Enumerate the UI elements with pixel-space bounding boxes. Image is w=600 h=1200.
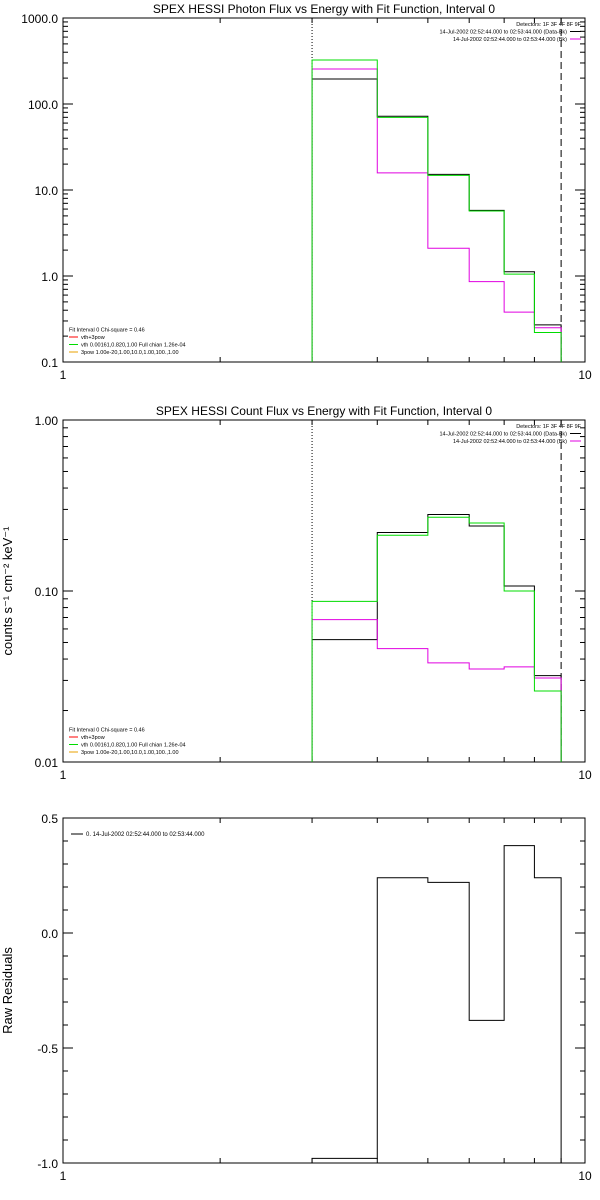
series-black-histogram — [311, 78, 562, 362]
x-tick-label: 10 — [578, 768, 592, 782]
legend-top-text: 14-Jul-2002 02:52:44.000 to 02:53:44.000… — [453, 37, 567, 43]
y-axis-label: counts s⁻¹ cm⁻² keV⁻¹ — [0, 526, 15, 656]
count-flux-panel: SPEX HESSI Count Flux vs Energy with Fit… — [0, 404, 592, 782]
y-axis-label: Raw Residuals — [0, 947, 15, 1034]
x-tick-label: 1 — [60, 368, 67, 382]
x-tick-label: 10 — [578, 1169, 592, 1183]
legend-top-text: Detectors: 1F 3F 4F 8F 9F — [516, 22, 581, 28]
y-tick-label: 10.0 — [35, 184, 59, 198]
chart-title: SPEX HESSI Photon Flux vs Energy with Fi… — [153, 2, 495, 16]
plot-frame — [62, 817, 586, 1164]
x-tick-label: 10 — [578, 368, 592, 382]
y-tick-label: 0.01 — [35, 756, 59, 770]
fit-legend-header: Fit Interval 0 Chi-square = 0.46 — [69, 728, 145, 734]
series-black-histogram — [311, 845, 562, 1163]
series-magenta-histogram — [311, 619, 562, 762]
fit-legend-text: vth+3pow — [81, 735, 105, 741]
x-tick-label: 1 — [60, 768, 67, 782]
y-tick-label: 100.0 — [28, 98, 58, 112]
series-black-histogram — [311, 514, 562, 762]
series-green-histogram — [311, 59, 562, 362]
y-tick-label: 0.0 — [41, 927, 58, 941]
chart-title: SPEX HESSI Count Flux vs Energy with Fit… — [156, 404, 492, 418]
legend-top-text: 14-Jul-2002 02:52:44.000 to 02:53:44.000… — [439, 30, 567, 36]
x-tick-label: 1 — [60, 1169, 67, 1183]
y-tick-label: 0.10 — [35, 585, 59, 599]
fit-legend-text: 3pow 1.00e-20,1.00,10.0,1.00,100.,1.00 — [81, 350, 179, 356]
series-magenta-histogram — [311, 68, 562, 362]
fit-legend-text: vth+3pow — [81, 335, 105, 341]
y-tick-label: -0.5 — [37, 1042, 58, 1056]
y-tick-label: 0.1 — [41, 356, 58, 370]
y-tick-label: 1000.0 — [21, 12, 58, 26]
fit-legend-text: vth 0.00161,0.820,1.00 Full chian 1.26e-… — [81, 343, 186, 349]
residuals-panel: Raw Residuals 1 10 -1.0 -0.5 0.0 0.5 0. 14-Jul-… — [0, 812, 592, 1183]
series-green-histogram — [311, 516, 562, 762]
y-tick-label: 1.00 — [35, 414, 59, 428]
fit-legend-text: 3pow 1.00e-20,1.00,10.0,1.00,100.,1.00 — [81, 750, 179, 756]
legend-top-text: 14-Jul-2002 02:52:44.000 to 02:53:44.000… — [439, 432, 567, 438]
legend-top-text: Detectors: 1F 3F 4F 8F 9F — [516, 424, 581, 430]
legend-top-text: 14-Jul-2002 02:52:44.000 to 02:53:44.000… — [453, 439, 567, 445]
fit-legend-text: vth 0.00161,0.820,1.00 Full chian 1.26e-… — [81, 743, 186, 749]
residual-legend-text: 0. 14-Jul-2002 02:52:44.000 to 02:53:44.… — [86, 832, 205, 838]
plot-frame — [62, 17, 586, 363]
y-tick-label: -1.0 — [37, 1157, 58, 1171]
y-tick-label: 0.5 — [41, 812, 58, 826]
y-tick-label: 1.0 — [41, 270, 58, 284]
photon-flux-panel: SPEX HESSI Photon Flux vs Energy with Fi… — [21, 2, 592, 382]
fit-legend-header: Fit Interval 0 Chi-square = 0.46 — [69, 328, 145, 334]
